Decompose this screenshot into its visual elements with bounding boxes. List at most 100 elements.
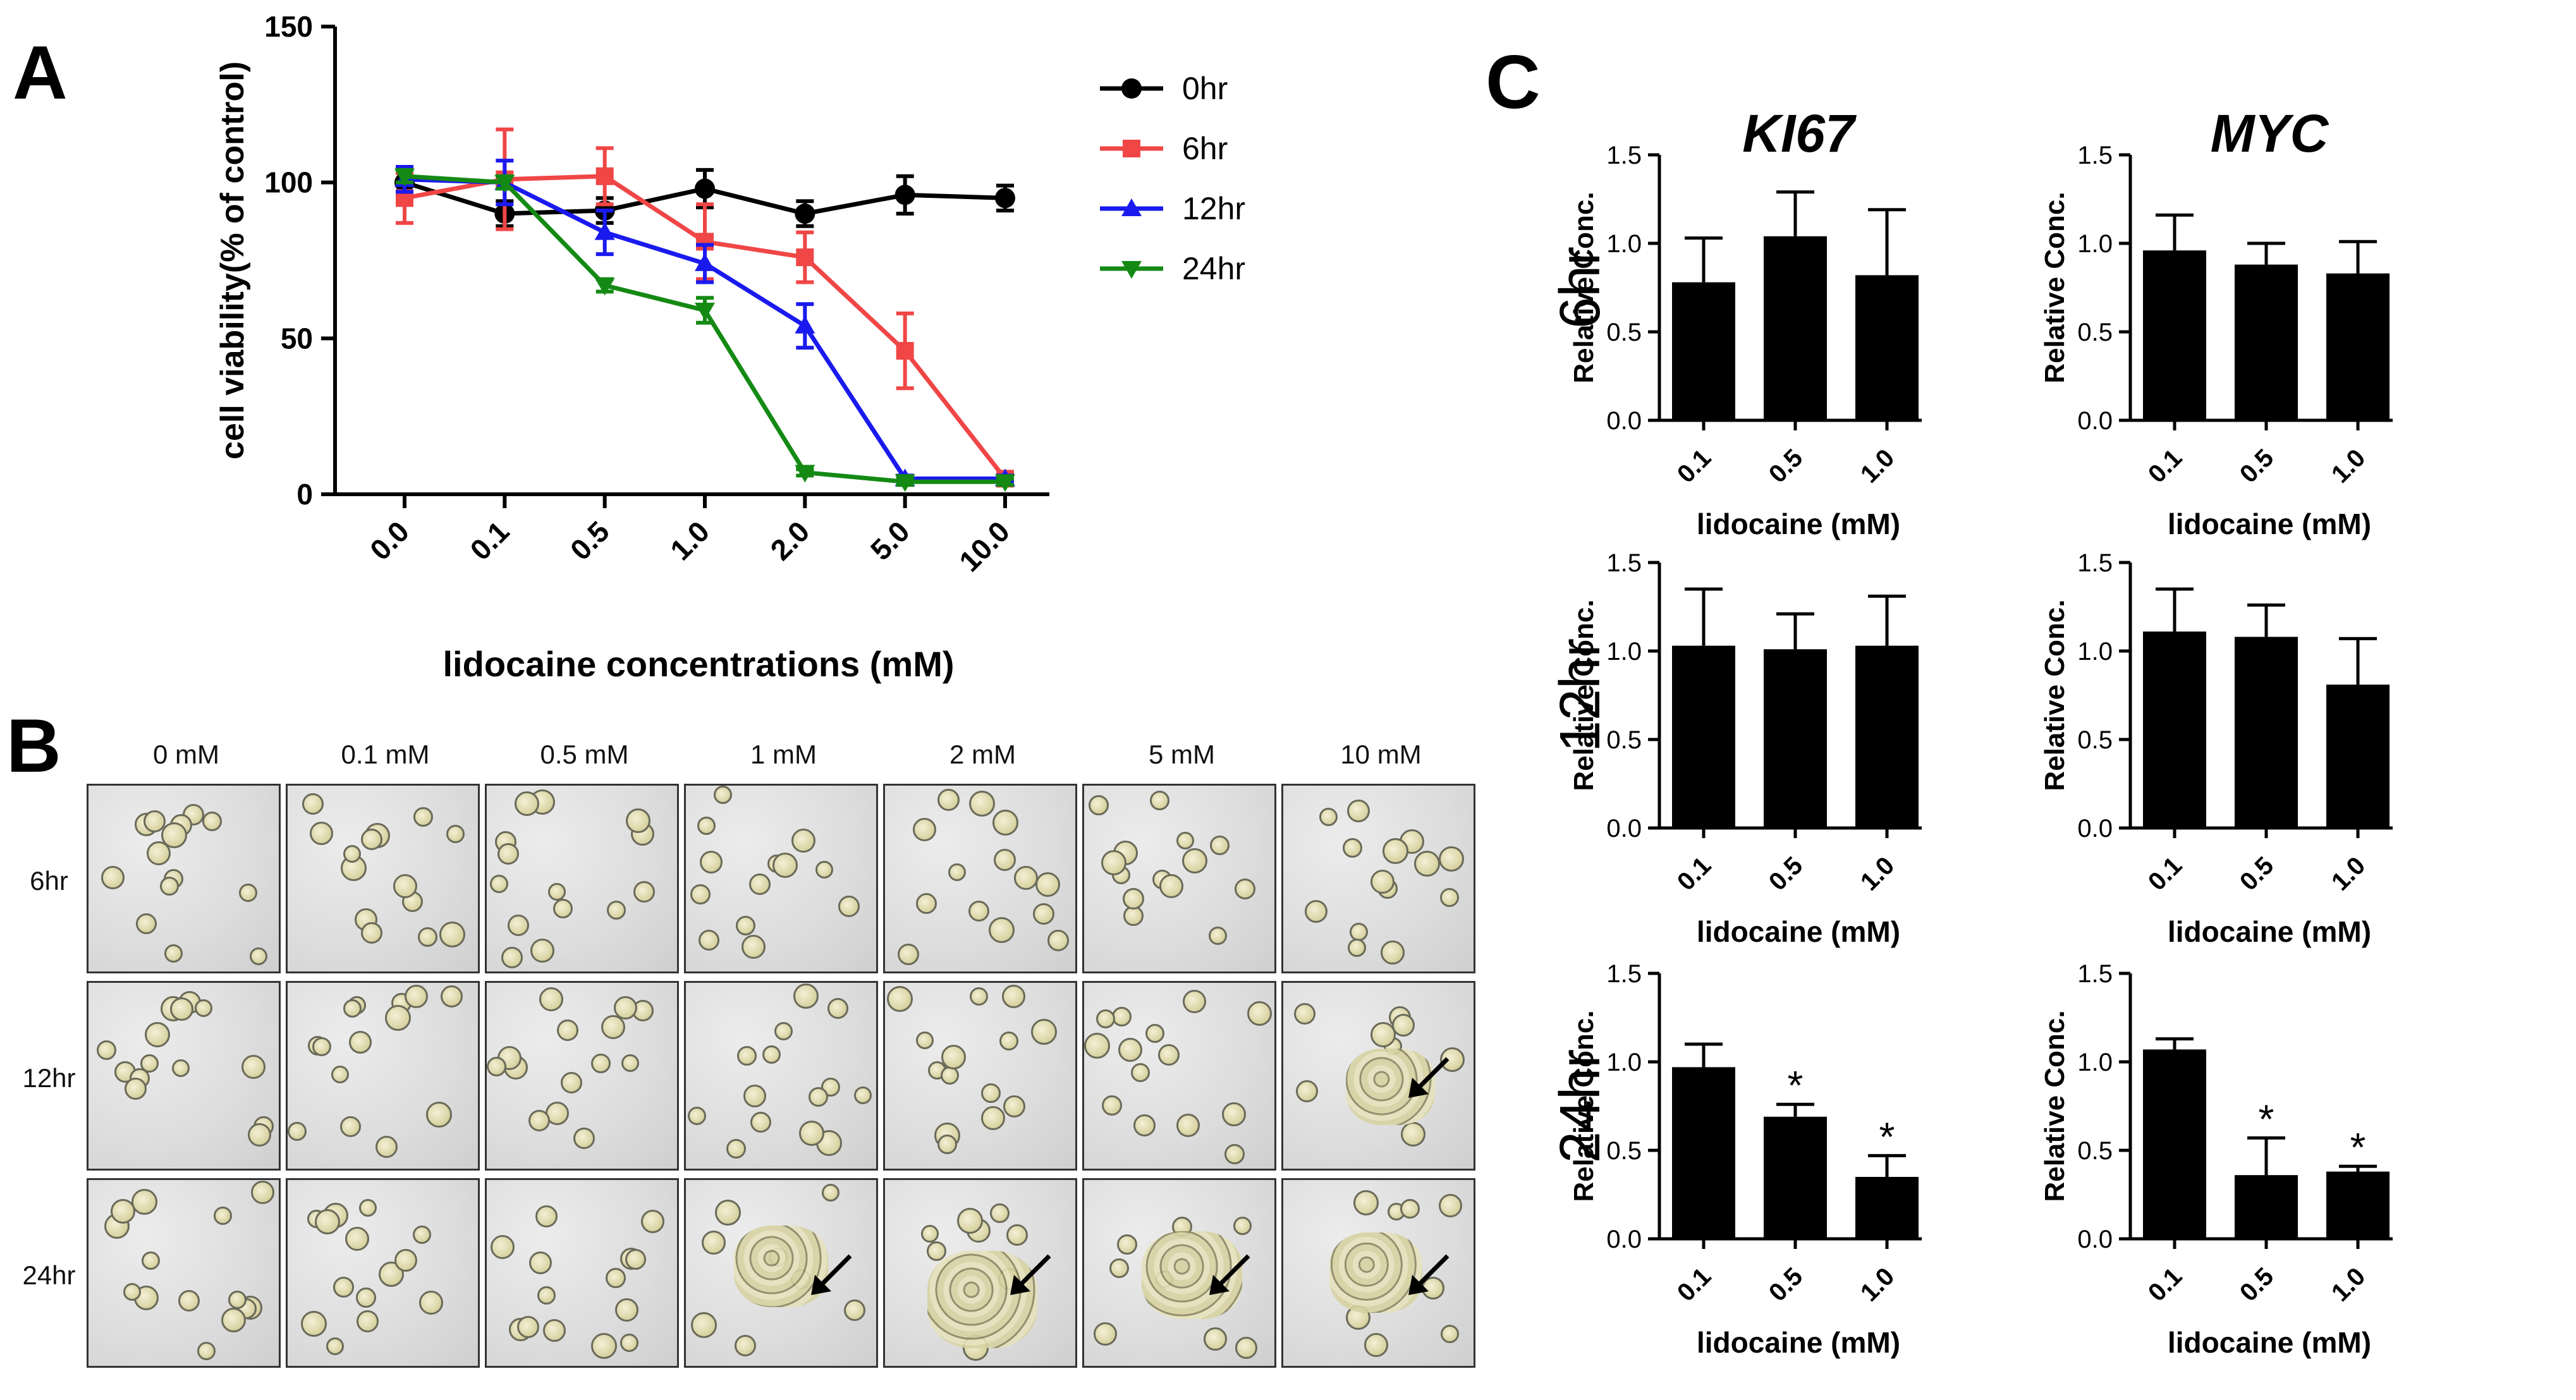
cell-body: [690, 884, 711, 904]
cell-body: [310, 822, 333, 845]
cell-body: [774, 1022, 793, 1040]
cell-body: [968, 901, 989, 922]
c-6hr-myc-x-tick-label: 0.5: [2235, 444, 2279, 488]
cell-body: [1353, 1190, 1379, 1215]
cell-body: [927, 1241, 946, 1261]
cell-body: [1123, 888, 1144, 910]
cell-body: [591, 1333, 617, 1359]
cell-body: [1131, 1063, 1150, 1082]
cell-body: [490, 875, 508, 893]
cell-body: [1294, 1003, 1315, 1025]
a-point-24hr: [795, 465, 815, 483]
cell-body: [333, 1277, 354, 1298]
c-6hr-ki67-x-axis-label: lidocaine (mM): [1697, 508, 1900, 540]
cell-body: [1118, 1038, 1142, 1062]
cell-body: [625, 1249, 646, 1270]
a-x-tick-label: 2.0: [764, 514, 815, 566]
cell-body: [1383, 838, 1408, 864]
arrow-icon: [1408, 1254, 1450, 1295]
cell-body: [361, 922, 382, 944]
cell-body: [937, 1135, 957, 1154]
panel-label-b: B: [6, 703, 61, 788]
cell-body: [359, 1199, 377, 1217]
c-24hr-myc-x-tick-label: 0.1: [2143, 1262, 2187, 1306]
c-6hr-ki67-y-tick-label: 0.0: [1606, 407, 1642, 435]
cell-body: [1109, 1258, 1129, 1278]
micrograph-column-label: 2 mM: [949, 740, 1016, 769]
micrograph-image: [1082, 981, 1276, 1171]
c-12hr-ki67-y-tick-label: 1.5: [1606, 549, 1642, 577]
cell-body: [969, 791, 995, 817]
cell-body: [948, 863, 966, 881]
a-point-24hr: [594, 277, 615, 296]
cell-body: [799, 1121, 824, 1146]
cell-body: [699, 930, 719, 951]
cell-body: [553, 899, 573, 918]
cell-body: [1014, 866, 1038, 890]
cell-body: [1003, 1095, 1025, 1117]
cell-body: [345, 1227, 369, 1251]
cell-body: [726, 1139, 746, 1159]
cell-body: [1441, 1325, 1459, 1343]
cell-body: [418, 927, 437, 947]
cell-body: [248, 1123, 271, 1147]
cell-body: [688, 1107, 706, 1125]
cell-body: [714, 786, 732, 804]
micrograph-image: [1281, 1178, 1475, 1368]
c-24hr-myc-bar: [2235, 1175, 2298, 1239]
micrograph-column-label: 5 mM: [1149, 740, 1215, 769]
arrow-icon: [811, 1254, 852, 1295]
micrograph-image: [286, 981, 480, 1171]
a-point-12hr: [594, 222, 615, 240]
micrograph-image: [1082, 1178, 1276, 1368]
a-y-tick-label: 150: [264, 10, 313, 43]
c-24hr-myc-y-tick-label: 1.0: [2077, 1049, 2113, 1076]
c-24hr-myc-significance-mark: *: [2350, 1124, 2366, 1170]
cell-body: [501, 947, 523, 968]
micrograph-image: [87, 1178, 281, 1368]
cell-body: [315, 1209, 340, 1234]
a-legend-label: 6hr: [1182, 131, 1228, 166]
cell-body: [1035, 872, 1060, 897]
cell-body: [957, 1208, 983, 1234]
cell-body: [123, 1283, 141, 1301]
cell-body: [251, 1181, 274, 1204]
cell-body: [743, 1085, 766, 1107]
cell-body: [439, 922, 465, 947]
micrograph-image: [1082, 784, 1276, 973]
cell-body: [517, 1316, 539, 1338]
cell-body: [750, 1112, 771, 1133]
cell-body: [214, 1207, 232, 1225]
c-12hr-ki67-x-tick-label: 1.0: [1855, 851, 1900, 896]
a-y-tick-label: 50: [281, 322, 313, 355]
cell-body: [178, 1290, 200, 1312]
c-12hr-myc-y-tick-label: 1.0: [2077, 638, 2113, 666]
c-12hr-myc-y-axis-label: Relative Conc.: [2039, 599, 2070, 791]
cell-body: [301, 1311, 327, 1337]
cell-body: [326, 1337, 344, 1355]
cell-body: [992, 810, 1018, 836]
a-point-24hr: [494, 174, 515, 193]
cell-body: [1296, 1080, 1318, 1102]
cell-body: [413, 1226, 431, 1244]
a-legend-marker: [1121, 78, 1142, 99]
cell-body: [497, 843, 519, 865]
c-6hr-ki67-y-tick-label: 0.5: [1606, 319, 1642, 346]
cell-body: [1183, 990, 1206, 1013]
c-24hr-ki67-y-tick-label: 1.5: [1606, 960, 1642, 988]
c-24hr-ki67-bar: [1764, 1116, 1827, 1239]
c-12hr-myc-y-tick-label: 1.5: [2077, 549, 2113, 577]
cell-body: [343, 845, 361, 863]
cell-body: [1031, 1019, 1057, 1045]
cell-body: [446, 825, 465, 843]
cell-body: [419, 1291, 443, 1315]
cell-body: [591, 1054, 611, 1073]
micrograph-column-label: 0.1 mM: [341, 740, 430, 769]
cell-body: [981, 1106, 1005, 1130]
cell-body: [164, 944, 183, 963]
cell-body: [1343, 838, 1362, 858]
cell-body: [742, 935, 766, 959]
c-24hr-ki67-x-tick-label: 1.0: [1855, 1262, 1900, 1306]
c-24hr-ki67-y-tick-label: 1.0: [1606, 1049, 1642, 1076]
